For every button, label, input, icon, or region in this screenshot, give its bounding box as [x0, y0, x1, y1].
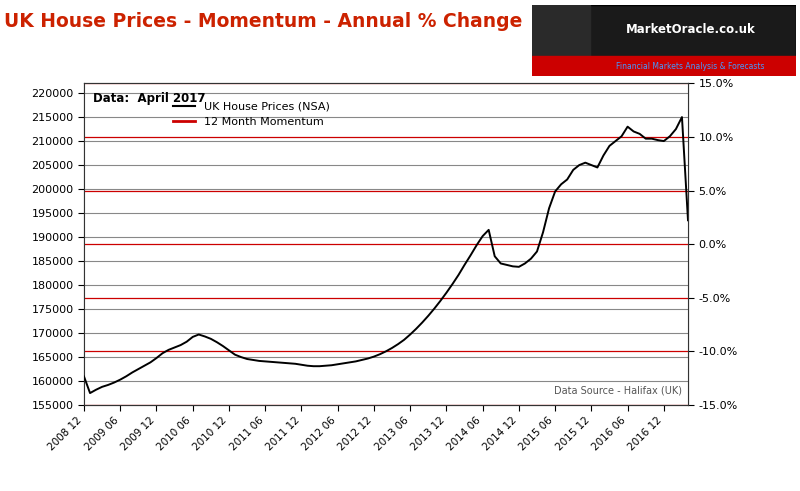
Text: Data:  April 2017: Data: April 2017	[93, 91, 206, 105]
Legend: UK House Prices (NSA), 12 Month Momentum: UK House Prices (NSA), 12 Month Momentum	[168, 97, 334, 132]
Bar	[532, 5, 590, 76]
Text: UK House Prices - Momentum - Annual % Change: UK House Prices - Momentum - Annual % Ch…	[4, 12, 522, 31]
Text: Data Source - Halifax (UK): Data Source - Halifax (UK)	[554, 385, 682, 395]
FancyBboxPatch shape	[532, 5, 796, 76]
Bar	[532, 56, 796, 76]
Text: Financial Markets Analysis & Forecasts: Financial Markets Analysis & Forecasts	[616, 62, 765, 71]
Text: MarketOracle.co.uk: MarketOracle.co.uk	[626, 24, 755, 36]
